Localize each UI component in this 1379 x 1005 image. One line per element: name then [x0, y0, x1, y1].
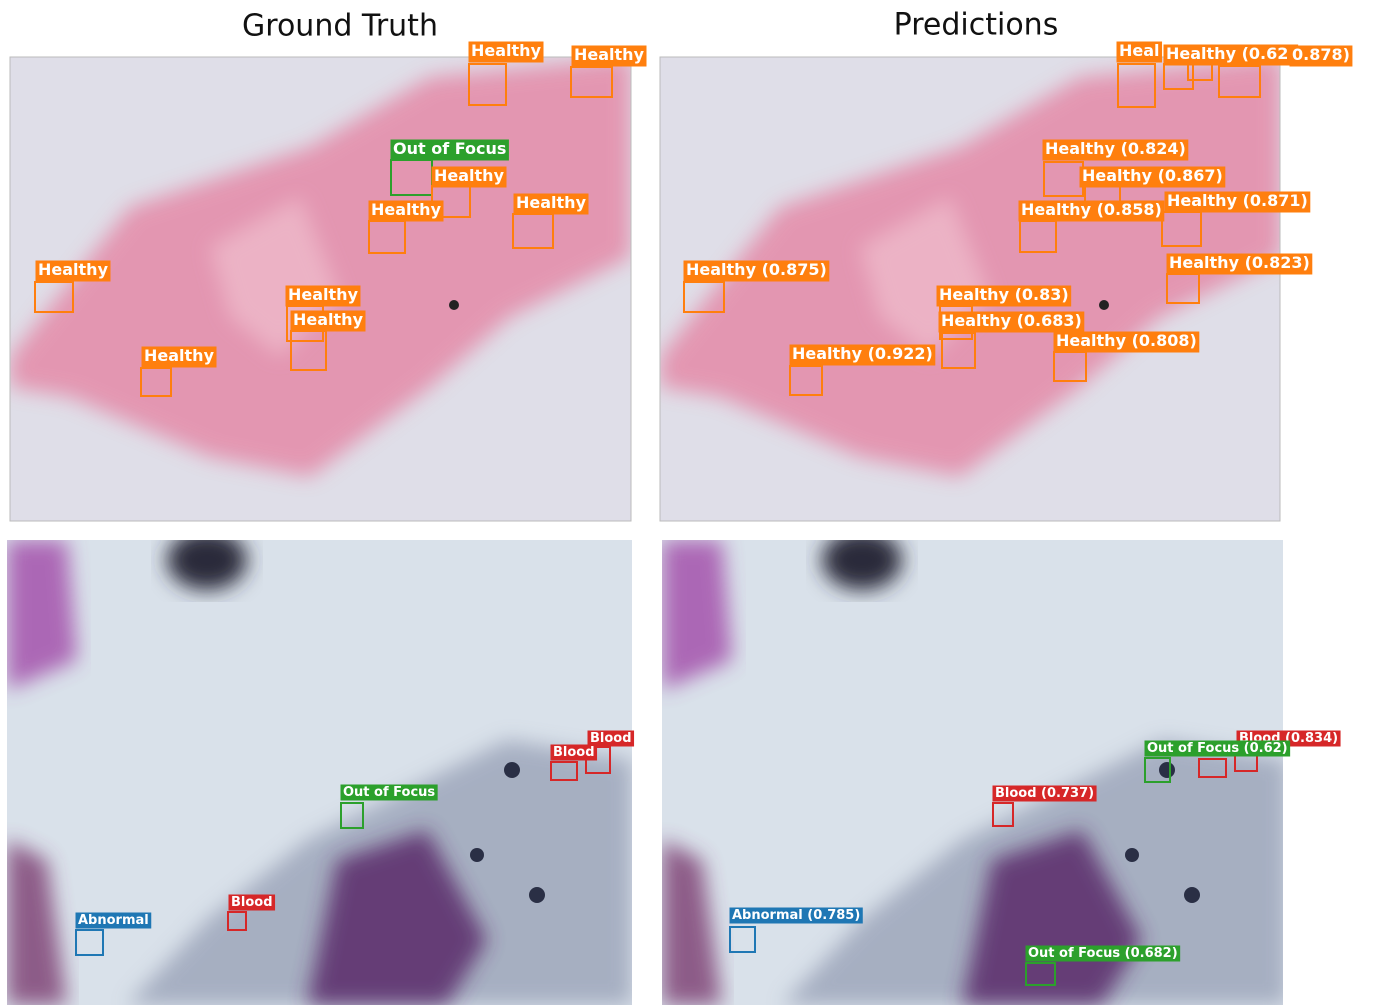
label-background: [1144, 740, 1291, 757]
bounding-box: [340, 802, 364, 829]
label-background: [368, 200, 444, 222]
box-label: Healthy: [293, 310, 364, 329]
box-label: 0.878): [1292, 45, 1350, 64]
box-label: Healthy: [516, 193, 587, 212]
box-label: Healthy (0.824): [1045, 139, 1186, 158]
label-background: [1164, 191, 1311, 213]
bounding-box: [75, 929, 104, 956]
bounding-box: [140, 367, 172, 397]
label-background: [1116, 41, 1163, 63]
box-label: Abnormal (0.785): [732, 908, 860, 923]
frame: [659, 56, 1281, 522]
frame: [9, 56, 632, 522]
label-background: [729, 907, 863, 924]
box-label: Healthy (0.875): [686, 260, 827, 279]
label-background: [340, 784, 438, 801]
bounding-box: [992, 802, 1014, 827]
bounding-box: [1218, 65, 1261, 98]
label-background: [75, 912, 152, 929]
bounding-box: [729, 926, 756, 953]
box-label: Healthy: [288, 285, 359, 304]
bounding-box: [550, 761, 578, 781]
bounding-box: [34, 281, 74, 313]
box-label: Healthy (0.808): [1056, 331, 1197, 350]
bounding-box: [789, 365, 823, 396]
box-label: Out of Focus (0.682): [1028, 946, 1178, 961]
box-label: Out of Focus: [393, 139, 506, 158]
image: [7, 530, 632, 1005]
box-label: Healthy: [38, 260, 109, 279]
bounding-box: [1025, 962, 1056, 986]
box-label: Blood (0.737): [995, 786, 1094, 801]
box-label: Healthy: [471, 41, 542, 60]
title: Ground Truth: [242, 9, 438, 44]
label-background: [587, 730, 635, 747]
box-label: Blood: [590, 731, 632, 746]
bounding-box: [570, 66, 613, 98]
label-background: [1053, 331, 1200, 353]
label-background: [550, 744, 598, 761]
box-label: Out of Focus: [343, 785, 435, 800]
label-background: [571, 45, 647, 67]
label-background: [1025, 945, 1181, 962]
box-label: Out of Focus (0.62): [1147, 741, 1288, 756]
box-label: Healthy: [144, 346, 215, 365]
label-background: [1042, 139, 1189, 161]
box-label: Healthy (0.922): [792, 344, 933, 363]
label-background: [35, 260, 111, 282]
label-background: [513, 193, 589, 215]
label-background: [1018, 200, 1165, 222]
box-label: Healthy: [434, 166, 505, 185]
label-background: [431, 166, 507, 188]
box: [1198, 758, 1227, 778]
box-label: Healthy (0.683): [941, 311, 1082, 330]
bounding-box: [227, 911, 247, 931]
bounding-box: [941, 332, 976, 369]
label-background: [228, 894, 276, 911]
box-label: Healthy (0.83): [939, 285, 1069, 304]
title: Predictions: [894, 8, 1059, 43]
label-background: [1289, 45, 1353, 67]
box-label: Blood: [553, 745, 595, 760]
label-background: [789, 344, 936, 366]
label-background: [936, 285, 1072, 307]
box-label: Blood: [231, 895, 273, 910]
bounding-box: [683, 281, 725, 313]
box-label: Healthy (0.867): [1082, 166, 1223, 185]
box-label: Healthy: [574, 45, 645, 64]
label-background: [683, 260, 830, 282]
label-background: [992, 785, 1097, 802]
box-label: Heal: [1119, 41, 1160, 60]
label-background: [1079, 166, 1226, 188]
box-label: Healthy (0.871): [1167, 191, 1308, 210]
label-background: [390, 139, 509, 161]
box-label: Abnormal: [78, 913, 149, 928]
bounding-box: [468, 63, 507, 106]
label-background: [141, 346, 217, 368]
label-background: [468, 41, 544, 63]
label-background: [1166, 253, 1313, 275]
bounding-box: [1117, 63, 1156, 108]
box-label: Healthy (0.823): [1169, 253, 1310, 272]
box-label: Healthy: [371, 200, 442, 219]
box-label: Healthy (0.858): [1021, 200, 1162, 219]
label-background: [938, 311, 1085, 333]
box-label: Healthy (0.62): [1166, 44, 1296, 63]
label-background: [285, 285, 361, 307]
bounding-box: [1144, 757, 1171, 783]
label-background: [290, 310, 366, 332]
